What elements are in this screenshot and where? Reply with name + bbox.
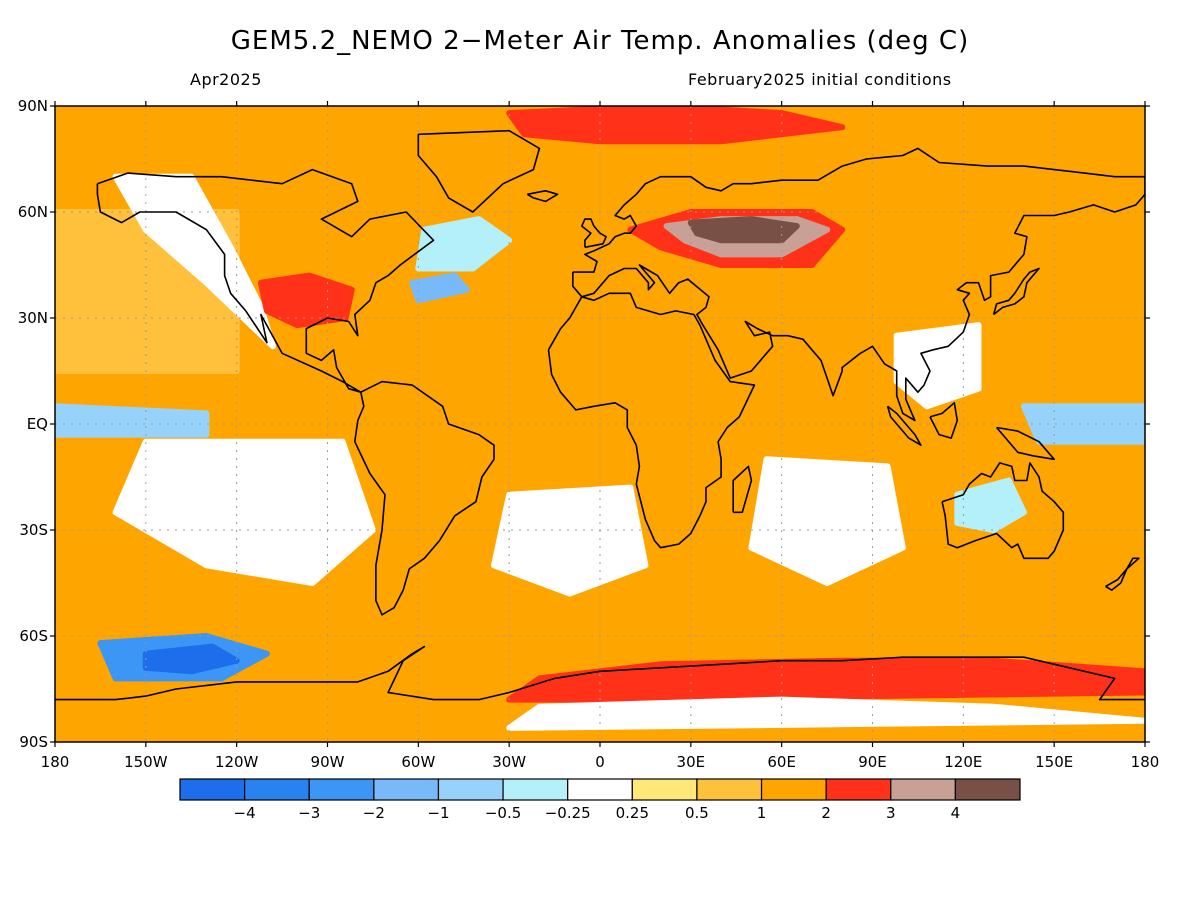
- lat-label: EQ: [27, 415, 48, 433]
- colorbar-swatch: [567, 778, 633, 801]
- colorbar-swatch: [244, 778, 310, 801]
- lon-label: 0: [595, 753, 605, 771]
- lon-label: 60W: [401, 753, 435, 771]
- region-north-atlantic-slight-cool: [415, 216, 513, 272]
- coastline-new-guinea: [995, 426, 1055, 461]
- region-south-atlantic-neutral: [491, 484, 649, 597]
- colorbar-label: 4: [951, 804, 961, 822]
- forecast-month-label: Apr2025: [190, 70, 262, 89]
- colorbar-label: 0.25: [616, 804, 649, 822]
- region-central-russia-extreme: [687, 216, 800, 244]
- colorbar-label: −1: [427, 804, 449, 822]
- region-arctic-ocean-warm: [506, 106, 846, 145]
- lon-label: 180: [1131, 753, 1160, 771]
- coastline-uk: [580, 218, 607, 249]
- figure-title: GEM5.2_NEMO 2−Meter Air Temp. Anomalies …: [230, 26, 970, 56]
- colorbar-swatch: [696, 778, 763, 801]
- region-antarctic-coast-warm: [506, 657, 1145, 703]
- colorbar-label: 0.5: [685, 804, 709, 822]
- coastline-north-america: [96, 168, 435, 394]
- coastline-australia: [941, 462, 1065, 560]
- lat-label: 60N: [18, 203, 48, 221]
- colorbar-label: 1: [757, 804, 767, 822]
- coastline-africa: [547, 292, 756, 549]
- region-indian-ocean-neutral: [748, 456, 906, 586]
- region-south-pacific-neutral: [112, 438, 376, 586]
- colorbar-swatch: [631, 778, 698, 801]
- colorbar-label: −0.25: [545, 804, 591, 822]
- colorbar-swatch: [760, 778, 827, 801]
- colorbar-swatch: [825, 778, 892, 801]
- lat-label: 90S: [19, 733, 48, 751]
- colorbar-swatch: [954, 778, 1021, 801]
- coastlines: [55, 129, 1145, 701]
- lat-label: 30S: [19, 521, 48, 539]
- initial-conditions-label: February2025 initial conditions: [688, 70, 952, 89]
- region-southern-pacific-strong-cold: [142, 643, 240, 675]
- lon-label: 150E: [1035, 753, 1073, 771]
- lon-label: 30W: [492, 753, 526, 771]
- region-central-us-warm: [257, 272, 355, 329]
- region-north-atlantic-cool: [409, 272, 470, 304]
- lon-label: 30E: [677, 753, 706, 771]
- colorbar-swatch: [373, 778, 440, 801]
- colorbar-swatch: [308, 778, 375, 801]
- map-axes: 90N 60N 30N EQ 30S 60S 90S 180 150W 120W 90W 60W 30W…: [18, 97, 1160, 771]
- colorbar-swatch: [179, 778, 246, 801]
- coastline-south-america: [353, 380, 495, 616]
- coastline-eurasia: [571, 147, 1145, 422]
- coastline-greenland: [417, 129, 541, 213]
- lat-label: 60S: [19, 627, 48, 645]
- coastline-madagascar: [732, 465, 753, 514]
- colorbar-label: −2: [363, 804, 385, 822]
- lat-label: 30N: [18, 309, 48, 327]
- region-tropical-pacific-cool: [55, 403, 210, 438]
- coastline-antarctica: [55, 645, 1145, 701]
- colorbar-swatch: [890, 778, 956, 801]
- lon-label: 90W: [311, 753, 345, 771]
- coastline-sumatra: [886, 405, 922, 447]
- coastline-new-zealand: [1105, 557, 1140, 591]
- colorbar-label: 3: [886, 804, 896, 822]
- coastline-iceland: [526, 190, 559, 203]
- colorbar: −4 −3 −2 −1 −0.5 −0.25 0.25 0.5 1 2 3 4: [179, 778, 1021, 822]
- colorbar-label: −0.5: [485, 804, 521, 822]
- lon-label: 180: [41, 753, 70, 771]
- lon-label: 120W: [215, 753, 259, 771]
- colorbar-label: −4: [234, 804, 256, 822]
- coastline-japan: [992, 267, 1040, 316]
- colorbar-label: 2: [821, 804, 831, 822]
- lon-label: 90E: [858, 753, 887, 771]
- lon-label: 150W: [124, 753, 168, 771]
- lat-label: 90N: [18, 97, 48, 115]
- region-south-china-neutral: [893, 322, 982, 410]
- colorbar-label: −3: [298, 804, 320, 822]
- region-antarctic-interior-neutral: [506, 696, 1145, 731]
- lon-label: 120E: [944, 753, 982, 771]
- region-australia-cool: [954, 477, 1027, 533]
- colorbar-swatch: [502, 778, 569, 801]
- region-west-pacific-cool: [1020, 403, 1145, 445]
- lon-label: 60E: [767, 753, 796, 771]
- colorbar-swatch: [437, 778, 504, 801]
- coastline-borneo: [929, 401, 959, 439]
